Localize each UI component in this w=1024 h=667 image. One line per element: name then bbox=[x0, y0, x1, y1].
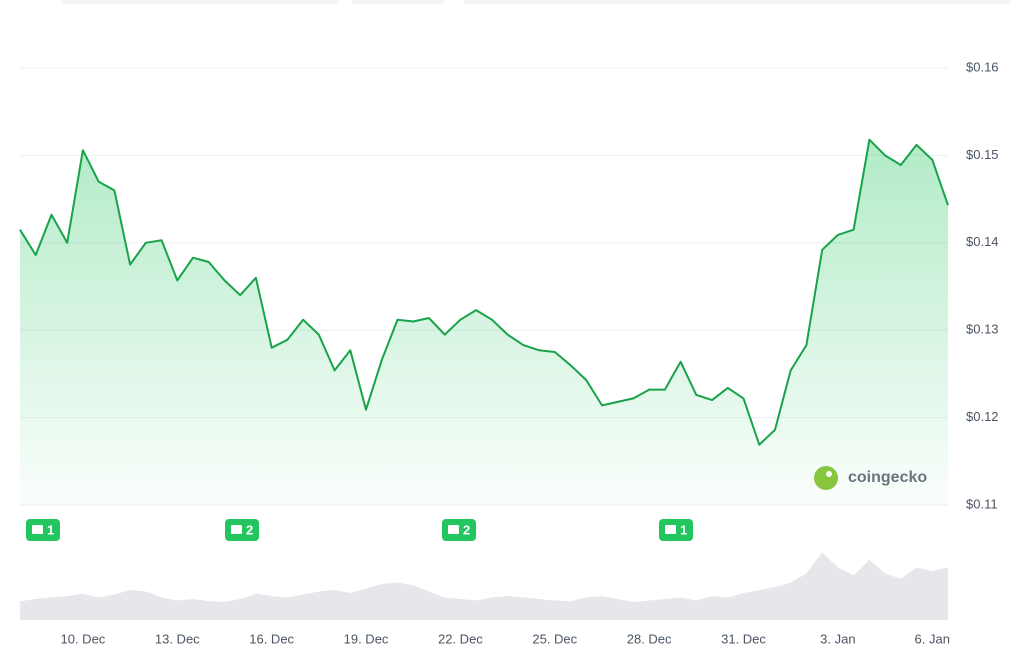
news-count: 1 bbox=[47, 522, 54, 537]
toolbar-tab[interactable] bbox=[350, 0, 445, 4]
x-tick-label: 13. Dec bbox=[155, 631, 200, 646]
price-line bbox=[19, 138, 949, 446]
toolbar-tab[interactable] bbox=[60, 0, 340, 4]
news-icon bbox=[231, 525, 242, 534]
toolbar-tab[interactable] bbox=[462, 0, 1012, 4]
x-tick-label: 6. Jan bbox=[915, 631, 950, 646]
news-count: 1 bbox=[680, 522, 687, 537]
y-tick-label: $0.15 bbox=[966, 147, 999, 162]
news-badge[interactable]: 2 bbox=[442, 519, 476, 541]
x-tick-label: 22. Dec bbox=[438, 631, 483, 646]
x-tick-label: 3. Jan bbox=[820, 631, 855, 646]
news-icon bbox=[448, 525, 459, 534]
news-count: 2 bbox=[463, 522, 470, 537]
y-tick-label: $0.14 bbox=[966, 234, 999, 249]
news-badges: 1 2 2 1 bbox=[26, 519, 693, 541]
y-tick-label: $0.13 bbox=[966, 322, 999, 337]
x-tick-label: 31. Dec bbox=[721, 631, 766, 646]
x-tick-label: 19. Dec bbox=[344, 631, 389, 646]
x-tick-label: 25. Dec bbox=[532, 631, 577, 646]
x-tick-label: 10. Dec bbox=[61, 631, 106, 646]
x-tick-label: 16. Dec bbox=[249, 631, 294, 646]
news-badge[interactable]: 1 bbox=[659, 519, 693, 541]
news-badge[interactable]: 2 bbox=[225, 519, 259, 541]
news-icon bbox=[665, 525, 676, 534]
price-area bbox=[20, 139, 948, 505]
volume-area bbox=[20, 552, 948, 620]
news-count: 2 bbox=[246, 522, 253, 537]
news-badge[interactable]: 1 bbox=[26, 519, 60, 541]
y-tick-label: $0.11 bbox=[966, 496, 998, 511]
y-tick-label: $0.16 bbox=[966, 59, 999, 74]
y-tick-label: $0.12 bbox=[966, 409, 999, 424]
news-icon bbox=[32, 525, 43, 534]
x-tick-label: 28. Dec bbox=[627, 631, 672, 646]
